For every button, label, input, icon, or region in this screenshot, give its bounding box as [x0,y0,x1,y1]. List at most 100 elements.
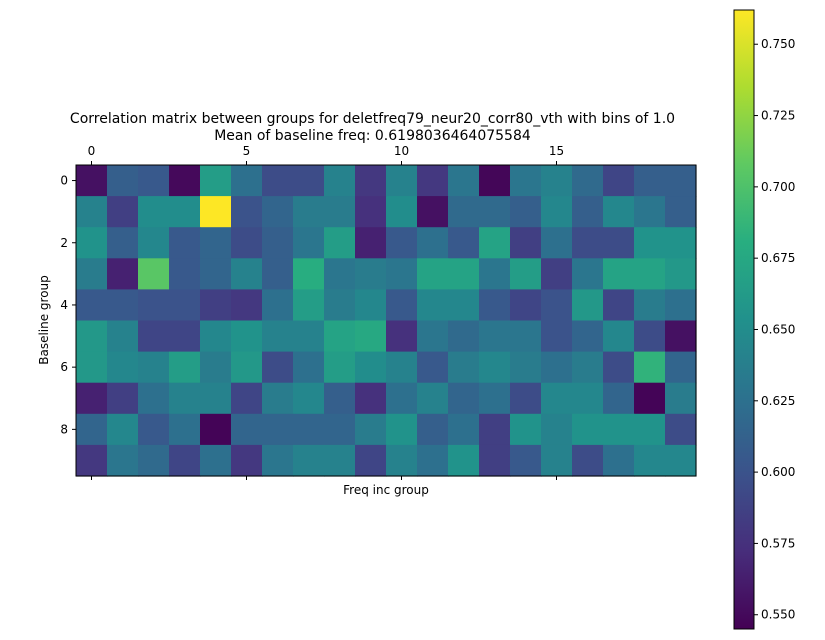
heatmap-cell [169,227,201,259]
heatmap-cell [138,196,170,228]
heatmap-cell [572,320,604,353]
heatmap-cell [76,351,108,384]
heatmap-cell [293,258,325,290]
heatmap-cell [293,165,325,197]
heatmap-cell [324,382,356,415]
heatmap-cell [510,351,542,384]
heatmap-cell [603,382,635,415]
heatmap-cell [200,258,232,290]
heatmap-cell [107,382,139,415]
heatmap-cell [231,382,263,415]
heatmap-cell [603,196,635,228]
heatmap-cell [200,351,232,384]
colorbar-tick-label: 0.675 [761,251,795,265]
heatmap-cell [386,351,418,384]
heatmap-cell [76,196,108,228]
heatmap-cell [634,227,666,259]
heatmap-cell [169,413,201,446]
heatmap-cell [231,227,263,259]
heatmap-cell [665,289,697,322]
heatmap-cells [76,165,697,477]
heatmap-cell [603,227,635,259]
heatmap-cell [541,444,573,477]
heatmap-cell [510,413,542,446]
heatmap-cell [76,413,108,446]
heatmap-cell [510,289,542,322]
heatmap-cell [169,351,201,384]
y-tick-label: 8 [60,422,68,436]
heatmap-cell [665,227,697,259]
heatmap-cell [572,196,604,228]
heatmap-cell [541,258,573,290]
colorbar-tick-label: 0.750 [761,37,795,51]
heatmap-cell [293,351,325,384]
heatmap-cell [603,320,635,353]
heatmap-cell [200,413,232,446]
heatmap-cell [634,165,666,197]
y-axis-ticks: 0 2 4 6 8 [60,174,76,436]
heatmap-cell [386,196,418,228]
heatmap-cell [138,444,170,477]
heatmap-cell [448,444,480,477]
y-tick-label: 2 [60,236,68,250]
heatmap-cell [634,413,666,446]
heatmap-cell [324,413,356,446]
heatmap-cell [107,289,139,322]
heatmap-cell [262,165,294,197]
heatmap-cell [541,165,573,197]
heatmap-cell [169,196,201,228]
heatmap-cell [665,258,697,290]
heatmap-cell [541,413,573,446]
heatmap-cell [76,444,108,477]
heatmap-cell [417,444,449,477]
heatmap-cell [541,351,573,384]
heatmap-cell [448,351,480,384]
heatmap-cell [262,382,294,415]
chart-title: Correlation matrix between groups for de… [69,111,676,127]
heatmap-cell [479,196,511,228]
x-axis-label: Freq inc group [343,483,429,497]
heatmap-cell [293,196,325,228]
heatmap-cell [417,227,449,259]
heatmap-cell [324,444,356,477]
heatmap-cell [138,165,170,197]
heatmap-cell [138,382,170,415]
heatmap-cell [510,382,542,415]
heatmap-cell [324,289,356,322]
heatmap-cell [355,289,387,322]
heatmap-cell [572,289,604,322]
heatmap-cell [200,289,232,322]
heatmap-cell [603,258,635,290]
plot-frame [75,164,697,477]
heatmap-cell [386,444,418,477]
heatmap-cell [324,258,356,290]
heatmap-cell [572,258,604,290]
heatmap-cell [386,289,418,322]
heatmap-cell [107,413,139,446]
heatmap-cell [107,196,139,228]
heatmap-cell [324,227,356,259]
heatmap-cell [386,227,418,259]
heatmap-cell [200,320,232,353]
chart-subtitle: Mean of baseline freq: 0.619803646407558… [214,128,531,144]
heatmap-cell [572,351,604,384]
heatmap-cell [479,444,511,477]
heatmap-cell [169,320,201,353]
heatmap-cell [448,382,480,415]
heatmap-cell [293,289,325,322]
heatmap-cell [138,289,170,322]
heatmap-cell [634,382,666,415]
heatmap-cell [293,227,325,259]
heatmap-cell [200,227,232,259]
heatmap-cell [510,165,542,197]
heatmap-cell [76,382,108,415]
heatmap-cell [417,382,449,415]
heatmap-cell [665,444,697,477]
heatmap-cell [572,444,604,477]
heatmap-cell [262,413,294,446]
heatmap-cell [231,351,263,384]
heatmap-cell [479,351,511,384]
heatmap-cell [107,320,139,353]
heatmap-cell [107,227,139,259]
heatmap-cell [293,320,325,353]
